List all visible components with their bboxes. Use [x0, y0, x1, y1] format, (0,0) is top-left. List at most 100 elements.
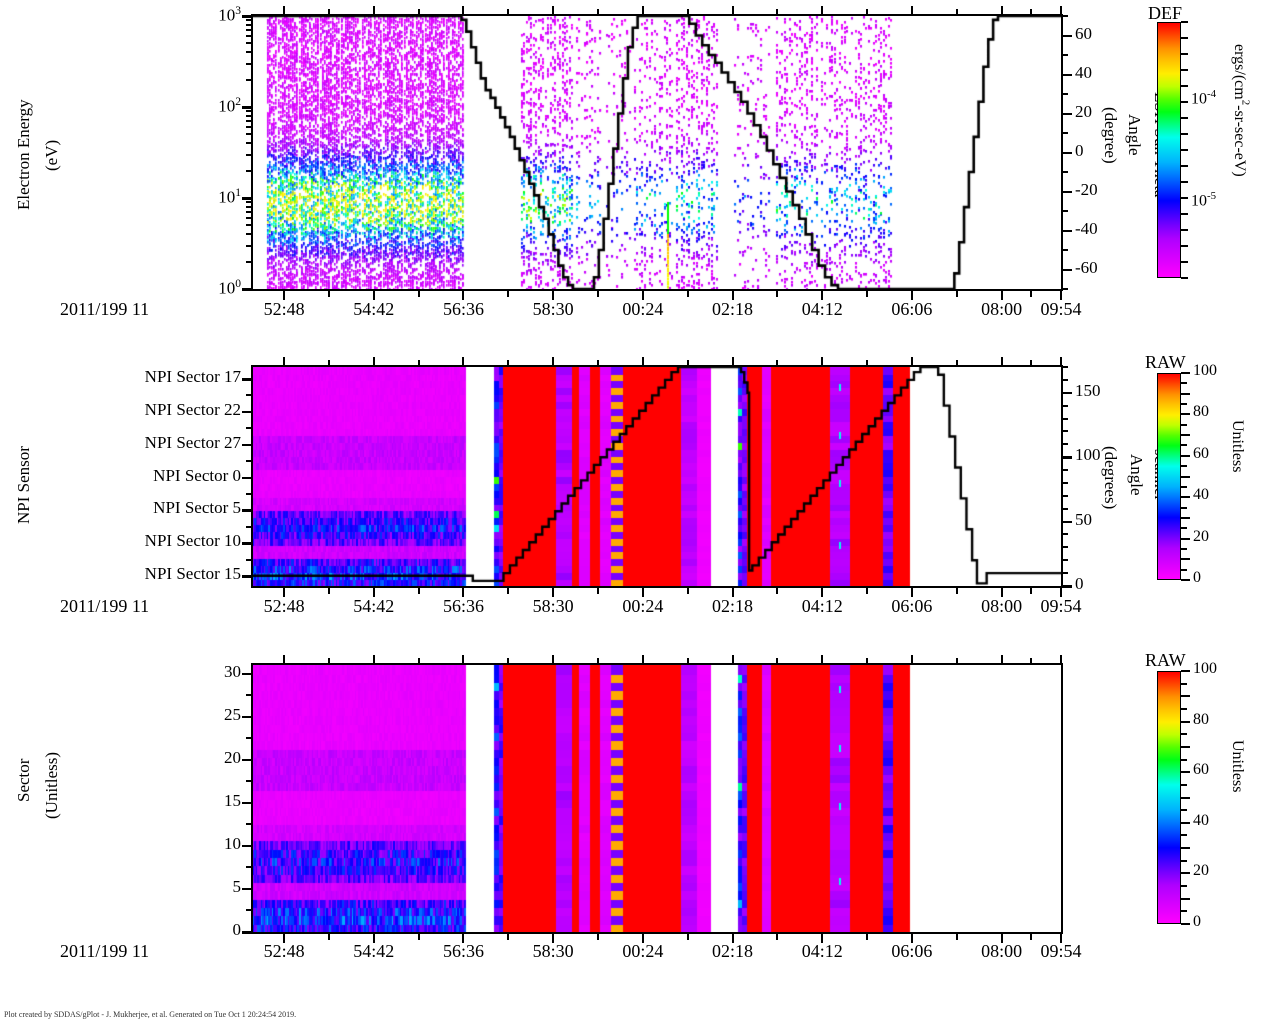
- colorbar-raw-tick-label-2-2: 40: [1193, 811, 1209, 829]
- x-minor-tick-top-p2-5: [776, 360, 779, 366]
- colorbar-def-tick: [1181, 165, 1188, 167]
- y-right-minor-tick-p1: [1062, 93, 1068, 95]
- x-major-tick-top-p2-0: [283, 357, 286, 366]
- colorbar-title-raw-panel3: RAW: [1145, 650, 1186, 670]
- x-minor-tick-p1-4: [686, 291, 689, 297]
- colorbar-raw-panel2-unit: Unitless: [1229, 420, 1246, 473]
- x-minor-tick-top-p2-1: [417, 360, 420, 366]
- sector-spectrogram: [253, 665, 1061, 932]
- y-right-minor-tick-p2: [1062, 559, 1068, 562]
- y-major-tick-p3-3: [242, 801, 252, 805]
- colorbar-raw-tick-label-2-5: 100: [1193, 660, 1217, 677]
- colorbar-raw-tick-label-1-3: 60: [1193, 444, 1209, 462]
- y-tick-label-p3-6: 30: [224, 661, 241, 681]
- date-label-p2: 2011/199 11: [60, 596, 150, 616]
- y-minor-tick-p2: [246, 493, 252, 496]
- y-right-major-tick-p2-2: [1062, 456, 1072, 459]
- colorbar-raw-tick: [1181, 516, 1190, 519]
- y-minor-tick-p1: [246, 19, 252, 22]
- colorbar-raw-tick: [1181, 382, 1187, 385]
- y-minor-tick-p1: [246, 114, 252, 117]
- y-minor-tick-p1: [246, 78, 252, 81]
- x-tick-label-p2-5: 02:18: [712, 596, 754, 616]
- y-minor-tick-p1: [246, 29, 252, 32]
- y-right-major-tick-p1-5: [1062, 73, 1072, 76]
- x-major-tick-p2-7: [910, 588, 913, 597]
- x-major-tick-p3-2: [462, 934, 465, 943]
- y-right-tick-label-p2-2: 100: [1075, 445, 1101, 465]
- y-minor-tick-p1: [246, 62, 252, 65]
- y-minor-tick-p1: [246, 126, 252, 129]
- y-right-major-tick-p2-3: [1062, 391, 1072, 395]
- x-major-tick-top-p3-1: [372, 655, 375, 664]
- colorbar-raw-tick: [1181, 670, 1190, 672]
- y-minor-tick-p2: [246, 460, 252, 463]
- colorbar-raw-tick: [1181, 413, 1190, 416]
- x-tick-label-p3-6: 04:12: [801, 941, 843, 961]
- colorbar-raw-tick: [1181, 568, 1187, 571]
- colorbar-raw-tick: [1181, 771, 1190, 774]
- x-minor-tick-top-p1-4: [686, 9, 689, 15]
- x-major-tick-p2-9: [1060, 588, 1062, 597]
- y-right-minor-tick-p1: [1062, 132, 1068, 134]
- scanner-angle-label: Angle: [1127, 454, 1146, 496]
- x-tick-label-p2-9: 09:54: [1040, 596, 1082, 616]
- y-right-minor-tick-p2: [1062, 469, 1068, 472]
- y-right-minor-tick-p2: [1062, 533, 1068, 536]
- y-major-tick-p2-6: [242, 575, 252, 578]
- x-major-tick-p3-0: [283, 934, 286, 943]
- y-minor-tick-p3: [246, 694, 252, 697]
- y-tick-label-p3-4: 20: [224, 747, 241, 767]
- y-tick-label-p1-0: 100: [218, 277, 241, 298]
- x-minor-tick-p1-8: [1030, 291, 1033, 297]
- colorbar-raw-tick: [1181, 707, 1187, 710]
- x-major-tick-top-p1-5: [731, 6, 734, 15]
- x-major-tick-p3-8: [1000, 934, 1003, 943]
- y-minor-tick-p3: [246, 909, 252, 912]
- x-major-tick-top-p3-6: [821, 655, 824, 664]
- colorbar-raw-tick: [1181, 897, 1190, 900]
- x-minor-tick-p2-8: [1030, 588, 1033, 594]
- colorbar-raw-tick: [1181, 527, 1187, 530]
- y-minor-tick-p1: [246, 51, 252, 54]
- y-right-major-tick-p2-1: [1062, 520, 1072, 524]
- y-tick-label-p2-6: NPI Sector 15: [144, 564, 241, 584]
- colorbar-title-raw-panel2: RAW: [1145, 352, 1186, 372]
- y-minor-tick-p1: [246, 233, 252, 236]
- colorbar-raw-panel3: [1157, 671, 1181, 924]
- y-right-minor-tick-p2: [1062, 507, 1068, 510]
- x-major-tick-p2-2: [462, 588, 465, 597]
- y-tick-label-p2-4: NPI Sector 5: [153, 498, 241, 518]
- y-minor-tick-p1: [246, 35, 252, 38]
- x-tick-label-p2-7: 06:06: [891, 596, 933, 616]
- y-right-minor-tick-p2: [1062, 494, 1068, 497]
- y-tick-label-p2-5: NPI Sector 10: [144, 531, 241, 551]
- x-major-tick-p2-3: [552, 588, 555, 597]
- colorbar-raw-tick: [1181, 821, 1190, 824]
- esh-degree-label: (degree): [1101, 106, 1120, 164]
- x-major-tick-p1-3: [552, 291, 555, 300]
- x-minor-tick-p1-7: [955, 291, 958, 297]
- y-major-tick-p2-2: [242, 443, 252, 447]
- x-minor-tick-top-p2-8: [1030, 360, 1033, 366]
- y-right-tick-label-p1-1: -40: [1075, 218, 1098, 238]
- y-right-major-tick-p1-3: [1062, 151, 1072, 154]
- colorbar-raw-tick: [1181, 475, 1190, 478]
- y-minor-tick-p1: [246, 205, 252, 208]
- y-tick-label-p3-0: 0: [232, 920, 242, 939]
- figure-footer: Plot created by SDDAS/gPlot - J. Mukherj…: [4, 1010, 297, 1019]
- x-major-tick-top-p2-2: [462, 357, 465, 366]
- x-minor-tick-top-p2-3: [597, 360, 600, 366]
- y-major-tick-p1-2: [242, 106, 252, 109]
- y-minor-tick-p2: [246, 394, 252, 397]
- x-major-tick-top-p3-8: [1000, 655, 1003, 664]
- x-major-tick-p2-5: [731, 588, 734, 597]
- colorbar-title-def: DEF: [1148, 3, 1183, 23]
- colorbar-raw-tick-label-1-4: 80: [1193, 403, 1209, 421]
- colorbar-raw-tick: [1181, 885, 1187, 888]
- x-minor-tick-top-p3-3: [597, 658, 600, 664]
- x-tick-label-p2-4: 00:24: [622, 596, 664, 616]
- colorbar-def-unit-text: ergs/(cm2-sr-sec-eV): [1231, 44, 1252, 177]
- y-minor-tick-p1: [246, 23, 252, 26]
- x-tick-label-p1-0: 52:48: [263, 299, 305, 319]
